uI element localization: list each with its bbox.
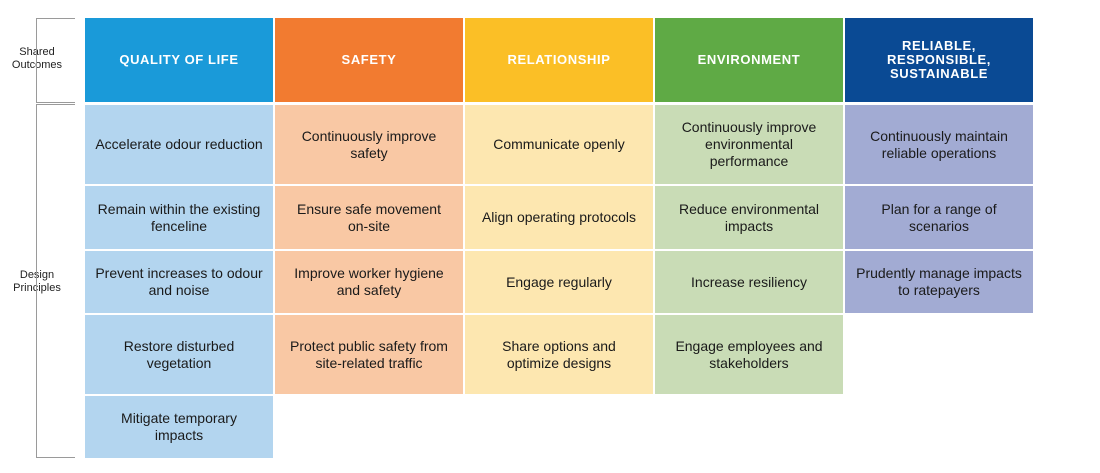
principle-cell: Mitigate temporary impacts xyxy=(85,396,273,458)
outcome-header: SAFETY xyxy=(275,18,463,102)
principle-cell: Ensure safe movement on-site xyxy=(275,186,463,249)
design-principles-bracket xyxy=(36,104,75,458)
principle-cell: Accelerate odour reduction xyxy=(85,105,273,184)
principle-cell: Reduce environmental impacts xyxy=(655,186,843,249)
principle-cell: Engage employees and stakeholders xyxy=(655,315,843,394)
shared-outcomes-bracket xyxy=(36,18,75,103)
outcome-header: RELIABLE, RESPONSIBLE, SUSTAINABLE xyxy=(845,18,1033,102)
principle-cell: Remain within the existing fenceline xyxy=(85,186,273,249)
principle-cell: Restore disturbed vegetation xyxy=(85,315,273,394)
principle-cell: Engage regularly xyxy=(465,251,653,313)
outcome-header: QUALITY OF LIFE xyxy=(85,18,273,102)
principle-cell: Protect public safety from site-related … xyxy=(275,315,463,394)
principle-cell: Improve worker hygiene and safety xyxy=(275,251,463,313)
principle-cell: Communicate openly xyxy=(465,105,653,184)
design-principles-label: Design Principles xyxy=(13,269,61,294)
principle-cell: Share options and optimize designs xyxy=(465,315,653,394)
principle-cell: Continuously maintain reliable operation… xyxy=(845,105,1033,184)
principle-cell: Align operating protocols xyxy=(465,186,653,249)
principle-cell: Increase resiliency xyxy=(655,251,843,313)
principle-cell: Plan for a range of scenarios xyxy=(845,186,1033,249)
principle-cell: Prudently manage impacts to ratepayers xyxy=(845,251,1033,313)
principle-cell: Prevent increases to odour and noise xyxy=(85,251,273,313)
outcome-header: ENVIRONMENT xyxy=(655,18,843,102)
principle-cell: Continuously improve safety xyxy=(275,105,463,184)
outcome-header: RELATIONSHIP xyxy=(465,18,653,102)
principle-cell: Continuously improve environmental perfo… xyxy=(655,105,843,184)
